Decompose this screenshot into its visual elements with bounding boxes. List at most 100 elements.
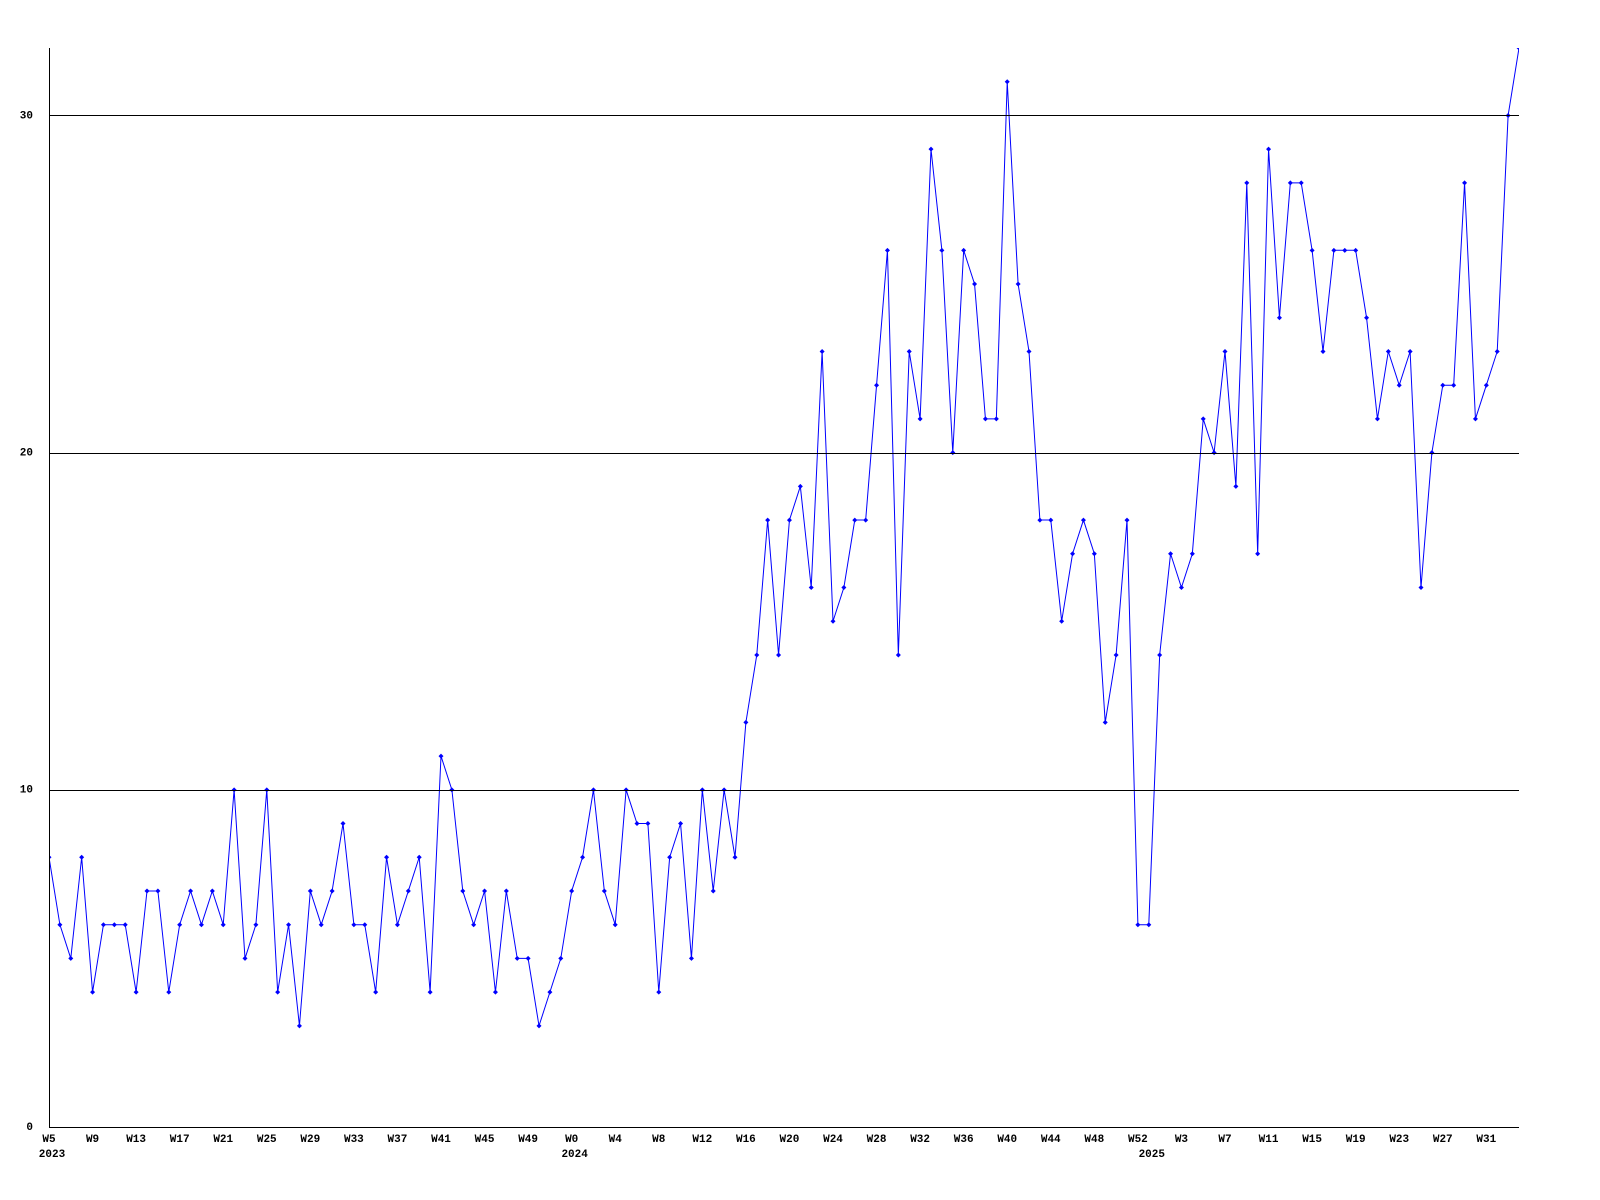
data-point [776, 652, 782, 658]
data-point [928, 146, 934, 152]
x-tick-label: W29 [300, 1134, 320, 1146]
data-point [198, 922, 204, 928]
data-point [601, 888, 607, 894]
data-point [590, 787, 596, 793]
data-point [1298, 180, 1304, 186]
x-tick-label: W5 [42, 1134, 56, 1146]
data-point [1451, 382, 1457, 388]
x-tick-label: W45 [475, 1134, 495, 1146]
x-tick-label: W28 [867, 1134, 887, 1146]
data-point [841, 585, 847, 590]
data-point [1440, 382, 1446, 388]
year-label: 2023 [39, 1149, 66, 1161]
data-point [1189, 551, 1195, 557]
data-point [710, 888, 716, 894]
y-tick-label: 30 [20, 110, 33, 122]
data-point [993, 416, 999, 422]
data-point [982, 416, 988, 422]
data-point [177, 922, 183, 928]
data-point [797, 483, 803, 489]
data-point [580, 854, 586, 860]
x-tick-label: W41 [431, 1134, 451, 1146]
data-point [318, 922, 324, 928]
data-point [678, 821, 684, 827]
data-point [1472, 416, 1478, 422]
x-tick-label: W11 [1259, 1134, 1279, 1146]
data-point [1135, 922, 1141, 928]
data-point [57, 922, 63, 928]
data-point [1080, 517, 1086, 523]
x-tick-label: W0 [565, 1134, 578, 1146]
data-point [874, 382, 880, 388]
data-point [188, 888, 194, 894]
series [49, 48, 1519, 1029]
data-point [1309, 247, 1315, 253]
x-tick-label: W13 [126, 1134, 146, 1146]
data-point [1113, 652, 1119, 658]
x-tick-label: W3 [1175, 1134, 1189, 1146]
data-point [1385, 348, 1391, 354]
data-point [1168, 551, 1174, 557]
data-point [275, 989, 281, 995]
x-tick-label: W48 [1084, 1134, 1104, 1146]
data-point [231, 787, 237, 793]
data-point [460, 888, 466, 894]
data-point [405, 888, 411, 894]
data-point [122, 922, 128, 928]
data-point [1287, 180, 1293, 186]
data-point [482, 888, 488, 894]
data-point [1494, 348, 1500, 354]
data-point [536, 1023, 542, 1029]
data-point [427, 989, 433, 995]
y-tick-label: 0 [26, 1122, 33, 1134]
data-point [612, 922, 618, 928]
data-point [90, 989, 96, 995]
data-point [329, 888, 335, 894]
data-point [1222, 348, 1228, 354]
x-tick-label: W37 [388, 1134, 408, 1146]
data-point [286, 922, 292, 928]
data-point [351, 922, 357, 928]
data-point [569, 888, 575, 894]
data-point [645, 821, 651, 827]
data-point [220, 922, 226, 928]
data-point [961, 247, 967, 253]
data-point [1374, 416, 1380, 422]
data-point [1418, 585, 1424, 590]
data-point [340, 821, 346, 827]
data-point [1342, 247, 1348, 253]
data-point [808, 585, 814, 590]
data-point [373, 989, 379, 995]
data-point [1091, 551, 1097, 557]
data-point [1244, 180, 1250, 186]
data-point [656, 989, 662, 995]
data-point [863, 517, 869, 523]
data-point [917, 416, 923, 422]
data-point [1026, 348, 1032, 354]
data-point [667, 854, 673, 860]
year-label: 2024 [561, 1149, 588, 1161]
data-point [819, 348, 825, 354]
data-point [939, 247, 945, 253]
data-point [1200, 416, 1206, 422]
x-tick-label: W24 [823, 1134, 843, 1146]
x-tick-label: W17 [170, 1134, 190, 1146]
x-tick-label: W44 [1041, 1134, 1061, 1146]
data-point [884, 247, 890, 253]
data-point [1048, 517, 1054, 523]
data-point [1364, 315, 1370, 321]
data-point [514, 955, 520, 961]
data-point [1157, 652, 1163, 658]
data-line [49, 48, 1519, 1026]
data-point [525, 955, 531, 961]
data-point [1353, 247, 1359, 253]
data-point [754, 652, 760, 658]
data-point [623, 787, 629, 793]
data-point [1483, 382, 1489, 388]
data-point [144, 888, 150, 894]
data-point [634, 821, 640, 827]
data-point [1276, 315, 1282, 321]
data-point [416, 854, 422, 860]
